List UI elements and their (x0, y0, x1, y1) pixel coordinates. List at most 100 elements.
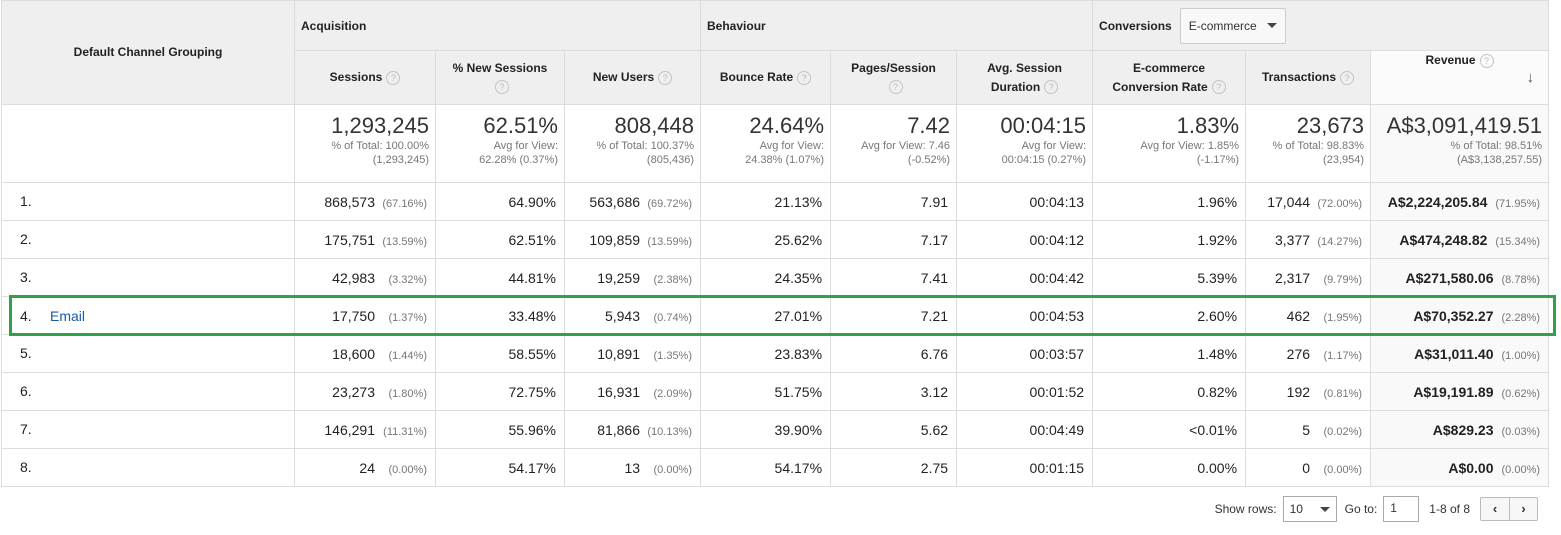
pages-session-value: 6.76 (920, 345, 949, 362)
transactions-value: 462 (1286, 307, 1311, 324)
help-icon[interactable]: ? (658, 70, 673, 85)
redacted-channel-name (40, 233, 160, 248)
avg-duration-header[interactable]: Avg. Session Duration? (956, 50, 1094, 105)
new-users-percent: (2.09%) (653, 387, 693, 400)
help-icon[interactable]: ? (386, 70, 401, 85)
transactions-cell: 3,377 (14.27%) (1245, 220, 1372, 259)
pagination-buttons: ‹ › (1480, 497, 1538, 521)
table-footer: Show rows: 10 Go to: 1 1-8 of 8 ‹ › (1215, 496, 1538, 522)
row-number: 7. (20, 421, 32, 438)
conv-rate-value: 2.60% (1197, 307, 1238, 324)
total-sessions: 1,293,245% of Total: 100.00% (1,293,245) (294, 104, 436, 183)
conversions-dropdown[interactable]: E-commerce (1179, 7, 1286, 44)
new-users-value: 13 (624, 459, 641, 476)
new-users-cell: 81,866 (10.13%) (563, 410, 702, 449)
sort-descending-icon[interactable]: ↓ (1526, 69, 1535, 86)
redacted-channel-name (40, 271, 160, 286)
new-sessions-value: 55.96% (508, 421, 556, 438)
help-icon[interactable]: ? (1211, 80, 1226, 95)
table-row: 3. 42,983 (3.32%) 44.81% 19,259 (2.38%) 24.35%… (1, 258, 1550, 297)
transactions-value: 5 (1302, 421, 1311, 438)
bounce-rate-cell: 39.90% (700, 410, 832, 449)
revenue-percent: (2.28%) (1501, 311, 1541, 324)
help-icon[interactable]: ? (495, 80, 509, 95)
help-icon[interactable]: ? (1479, 53, 1494, 68)
new-sessions-value: 44.81% (508, 269, 556, 286)
caret-down-icon (1266, 23, 1277, 28)
next-page-button[interactable]: › (1509, 498, 1537, 520)
sessions-percent: (67.16%) (382, 197, 427, 210)
bounce-rate-cell: 21.13% (700, 182, 832, 221)
transactions-value: 192 (1286, 383, 1311, 400)
sessions-header[interactable]: Sessions? (294, 50, 436, 105)
help-icon[interactable]: ? (888, 80, 903, 95)
pages-session-value: 7.17 (920, 231, 949, 248)
table-row: 8. 24 (0.00%) 54.17% 13 (0.00%) 54.17% 2.75 00:0… (1, 448, 1550, 487)
dimension-header[interactable]: Default Channel Grouping (1, 0, 295, 105)
total-new-users: 808,448% of Total: 100.37% (805,436) (563, 104, 702, 183)
revenue-cell: A$31,011.40 (1.00%) (1370, 334, 1550, 373)
conv-rate-cell: 0.82% (1092, 372, 1247, 411)
conv-rate-cell: 1.48% (1092, 334, 1247, 373)
row-number: 1. (20, 193, 32, 210)
bounce-rate-cell: 25.62% (700, 220, 832, 259)
sessions-percent: (3.32%) (388, 273, 427, 286)
show-rows-value: 10 (1289, 502, 1303, 516)
bounce-rate-header[interactable]: Bounce Rate? (700, 50, 832, 105)
new-users-cell: 10,891 (1.35%) (563, 334, 702, 373)
revenue-percent: (71.95%) (1495, 197, 1541, 210)
pages-session-header[interactable]: Pages/Session? (830, 50, 958, 105)
new-users-header[interactable]: New Users? (563, 50, 702, 105)
bounce-rate-value: 24.35% (774, 269, 823, 286)
pages-session-cell: 5.62 (830, 410, 958, 449)
revenue-value: A$829.23 (1432, 421, 1494, 438)
revenue-percent: (0.62%) (1501, 387, 1541, 400)
avg-duration-value: 00:03:57 (1029, 345, 1085, 362)
help-icon[interactable]: ? (1044, 80, 1059, 95)
conversions-group-header: Conversions E-commerce (1092, 0, 1550, 51)
bounce-rate-value: 54.17% (774, 459, 823, 476)
avg-duration-cell: 00:01:15 (956, 448, 1094, 487)
conv-rate-header[interactable]: E-commerce Conversion Rate? (1092, 50, 1247, 105)
revenue-header[interactable]: Revenue? ↓ (1370, 50, 1550, 105)
sessions-cell: 23,273 (1.80%) (294, 372, 436, 411)
conv-rate-value: 1.92% (1197, 231, 1238, 248)
bounce-rate-value: 39.90% (774, 421, 823, 438)
total-transactions: 23,673% of Total: 98.83% (23,954) (1245, 104, 1372, 183)
channel-link[interactable]: Email (50, 307, 86, 324)
redacted-channel-name (40, 461, 160, 476)
transactions-value: 17,044 (1267, 193, 1311, 210)
row-number: 5. (20, 345, 32, 362)
revenue-value: A$31,011.40 (1414, 345, 1494, 362)
show-rows-select[interactable]: 10 (1282, 496, 1337, 522)
revenue-cell: A$829.23 (0.03%) (1370, 410, 1550, 449)
transactions-header[interactable]: Transactions? (1245, 50, 1372, 105)
table-row: 6. 23,273 (1.80%) 72.75% 16,931 (2.09%) 51.75%… (1, 372, 1550, 411)
show-rows-label: Show rows: (1214, 502, 1277, 516)
bounce-rate-cell: 24.35% (700, 258, 832, 297)
row-number: 8. (20, 459, 32, 476)
channel-cell: 1. (1, 182, 295, 221)
new-users-percent: (13.59%) (647, 235, 693, 248)
sessions-value: 17,750 (332, 307, 375, 324)
new-users-percent: (0.74%) (653, 311, 693, 324)
sessions-value: 175,751 (324, 231, 375, 248)
channel-cell: 4. Email (1, 296, 295, 335)
bounce-rate-cell: 27.01% (700, 296, 832, 335)
bounce-rate-value: 23.83% (774, 345, 823, 362)
new-sessions-cell: 62.51% (435, 220, 565, 259)
avg-duration-value: 00:04:42 (1029, 269, 1085, 286)
new-users-percent: (10.13%) (647, 425, 693, 438)
help-icon[interactable]: ? (1340, 70, 1355, 85)
new-sessions-header[interactable]: % New Sessions? (435, 50, 565, 105)
goto-input[interactable]: 1 (1383, 496, 1420, 522)
transactions-percent: (0.02%) (1323, 425, 1363, 438)
revenue-cell: A$19,191.89 (0.62%) (1370, 372, 1550, 411)
new-users-value: 19,259 (597, 269, 641, 286)
prev-page-button[interactable]: ‹ (1492, 501, 1498, 516)
redacted-channel-name (40, 423, 160, 438)
pagination-range: 1-8 of 8 (1429, 502, 1470, 516)
help-icon[interactable]: ? (797, 70, 812, 85)
total-new-sessions: 62.51% Avg for View: 62.28% (0.37%) (435, 104, 565, 183)
channel-cell: 2. (1, 220, 295, 259)
